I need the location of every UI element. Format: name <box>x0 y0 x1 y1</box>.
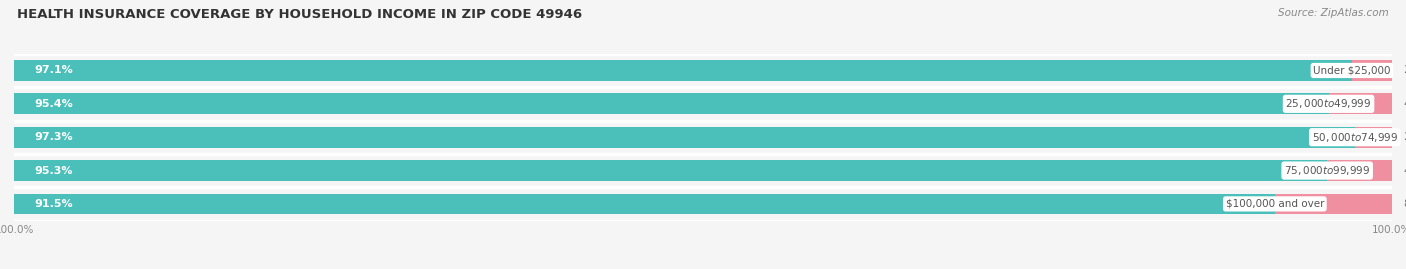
Bar <box>14 94 1392 114</box>
Bar <box>14 60 1392 81</box>
Bar <box>1329 94 1392 114</box>
Text: Source: ZipAtlas.com: Source: ZipAtlas.com <box>1278 8 1389 18</box>
Text: 4.7%: 4.7% <box>1403 165 1406 176</box>
Bar <box>14 94 1329 114</box>
Text: 97.3%: 97.3% <box>35 132 73 142</box>
Text: Under $25,000: Under $25,000 <box>1313 65 1391 76</box>
Bar <box>14 60 1353 81</box>
Text: 2.9%: 2.9% <box>1403 65 1406 76</box>
Text: 95.3%: 95.3% <box>35 165 73 176</box>
Bar <box>14 127 1392 147</box>
Text: 95.4%: 95.4% <box>35 99 73 109</box>
Text: $100,000 and over: $100,000 and over <box>1226 199 1324 209</box>
Text: 91.5%: 91.5% <box>35 199 73 209</box>
Bar <box>14 194 1392 214</box>
Text: $50,000 to $74,999: $50,000 to $74,999 <box>1312 131 1398 144</box>
Text: $25,000 to $49,999: $25,000 to $49,999 <box>1285 97 1372 110</box>
Text: 2.7%: 2.7% <box>1403 132 1406 142</box>
Bar <box>14 194 1275 214</box>
Text: 4.6%: 4.6% <box>1403 99 1406 109</box>
Text: $75,000 to $99,999: $75,000 to $99,999 <box>1284 164 1371 177</box>
Text: HEALTH INSURANCE COVERAGE BY HOUSEHOLD INCOME IN ZIP CODE 49946: HEALTH INSURANCE COVERAGE BY HOUSEHOLD I… <box>17 8 582 21</box>
Bar <box>14 160 1392 181</box>
Bar <box>1355 127 1392 147</box>
Bar <box>1353 60 1392 81</box>
Bar <box>1327 160 1392 181</box>
Bar <box>1275 194 1392 214</box>
Text: 97.1%: 97.1% <box>35 65 73 76</box>
Bar <box>14 160 1327 181</box>
Bar <box>14 127 1355 147</box>
Text: 8.5%: 8.5% <box>1403 199 1406 209</box>
